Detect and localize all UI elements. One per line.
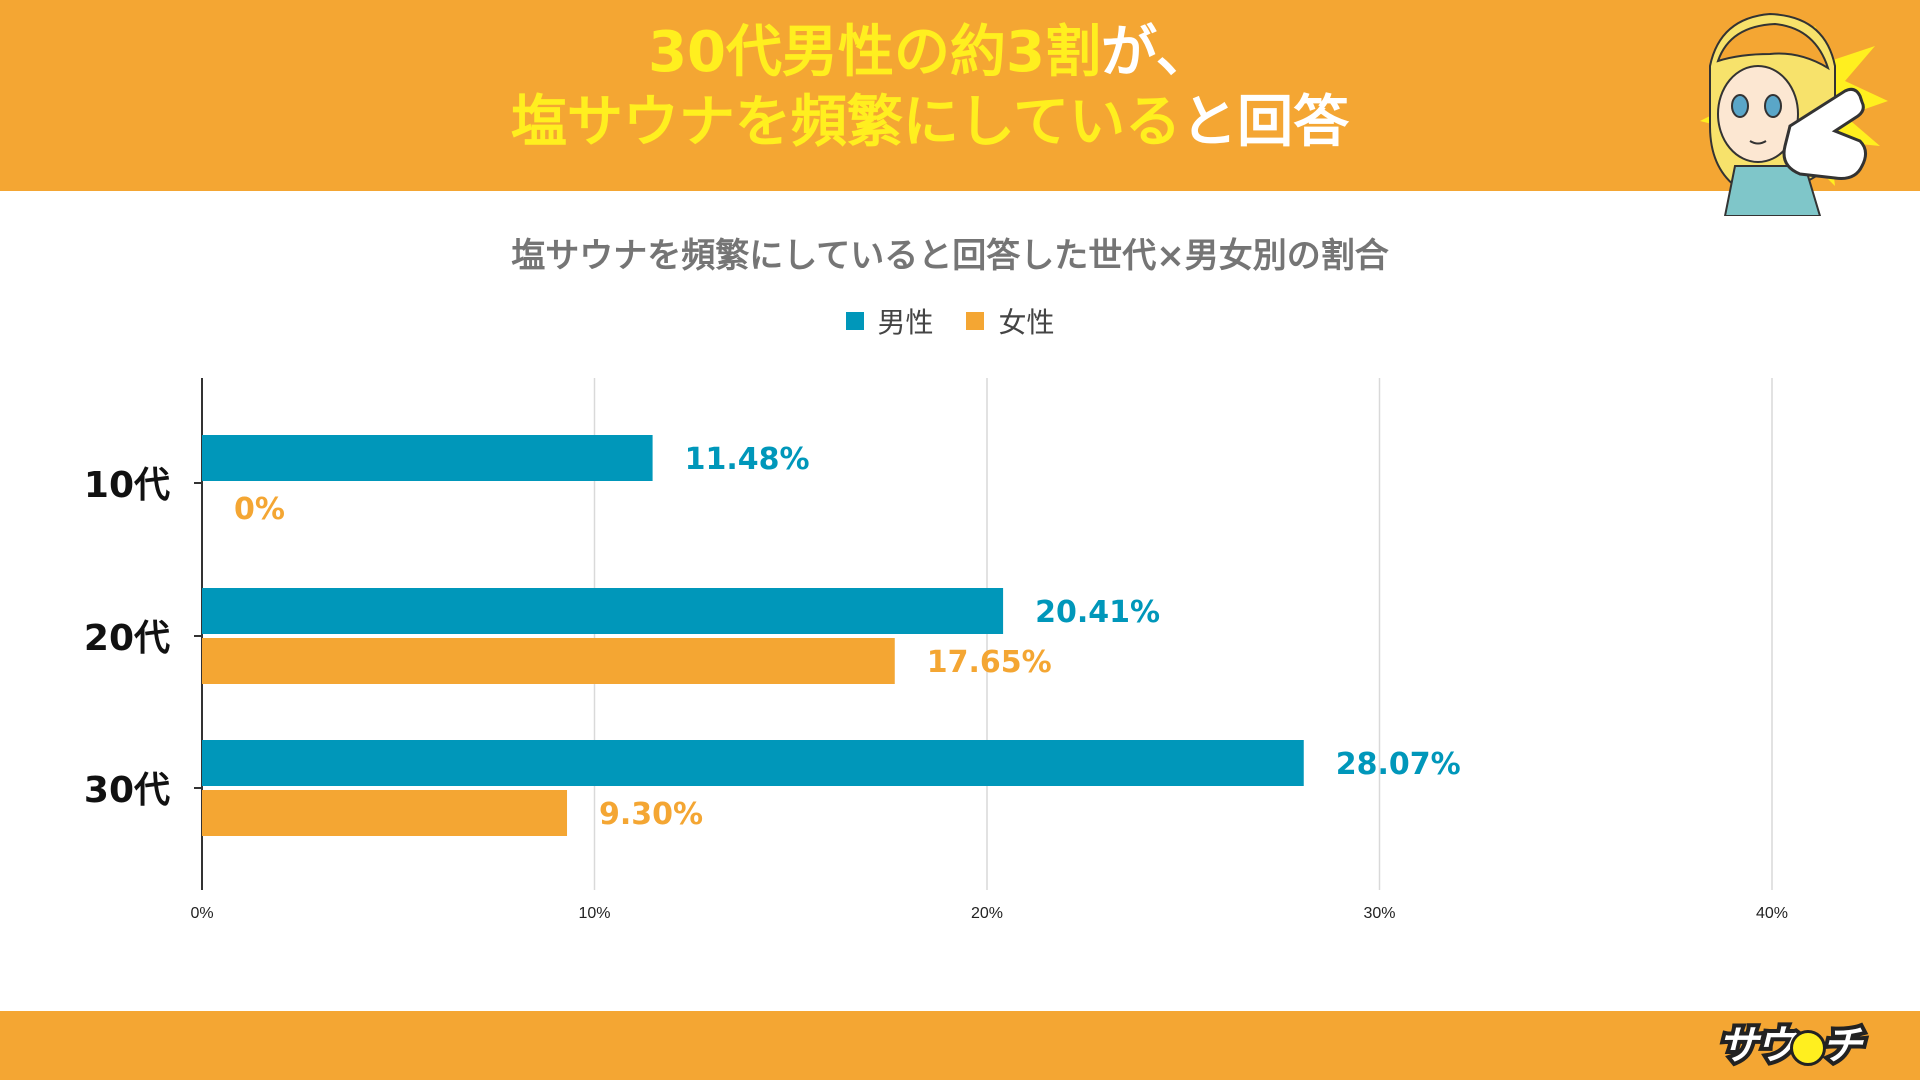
category-label: 30代 xyxy=(84,770,170,811)
chart-title: 塩サウナを頻繁にしていると回答した世代×男女別の割合 xyxy=(511,236,1389,276)
sauna-eye-logo-icon xyxy=(1790,1030,1826,1066)
brand-logo: サウチ xyxy=(1714,1018,1866,1074)
legend-item-female: 女性 xyxy=(966,301,1054,341)
headline-line-2-highlight: 塩サウナを頻繁にしている xyxy=(510,90,1182,155)
category-label: 10代 xyxy=(84,465,170,506)
x-tick-label: 40% xyxy=(1756,905,1788,922)
bar xyxy=(202,638,895,684)
data-label: 17.65% xyxy=(927,645,1052,680)
legend-item-male: 男性 xyxy=(845,301,934,341)
bar xyxy=(202,790,568,836)
headline: 30代男性の約3割が、 塩サウナを頻繁にしていると回答 xyxy=(0,18,1860,158)
x-tick-label: 0% xyxy=(190,905,213,922)
brand-logo-text-a: サウ xyxy=(1714,1019,1800,1073)
headline-line-1-highlight: 30代男性の約3割 xyxy=(648,20,1101,85)
data-label: 9.30% xyxy=(599,797,703,832)
headline-line-1-rest: が、 xyxy=(1101,20,1212,85)
category-label: 20代 xyxy=(84,618,170,659)
bar xyxy=(202,740,1304,786)
data-label: 11.48% xyxy=(685,442,810,477)
data-label: 28.07% xyxy=(1336,747,1461,782)
x-tick-label: 30% xyxy=(1363,905,1395,922)
pointing-girl-mascot-icon xyxy=(1700,12,1888,216)
bar xyxy=(202,435,653,481)
x-tick-label: 20% xyxy=(971,905,1003,922)
chart-legend: 男性 女性 xyxy=(0,301,1900,341)
legend-swatch-female xyxy=(966,312,985,330)
brand-logo-text-b: チ xyxy=(1818,1019,1866,1073)
bar-chart: 0% 10% 20% 30% 40% 10代 11.48% 0% 20代 20.41% 17.65%… xyxy=(84,378,1788,922)
headline-line-2: 塩サウナを頻繁にしていると回答 xyxy=(0,88,1860,158)
data-label: 20.41% xyxy=(1035,595,1160,630)
x-tick-label: 10% xyxy=(578,905,610,922)
legend-label-male: 男性 xyxy=(877,306,934,339)
header-band xyxy=(0,0,1920,191)
legend-swatch-male xyxy=(845,312,864,330)
footer-band xyxy=(0,1011,1920,1080)
data-label: 0% xyxy=(234,492,285,527)
bar xyxy=(202,588,1004,634)
legend-label-female: 女性 xyxy=(998,306,1055,339)
headline-line-2-rest: と回答 xyxy=(1181,90,1350,155)
headline-line-1: 30代男性の約3割が、 xyxy=(0,18,1860,88)
